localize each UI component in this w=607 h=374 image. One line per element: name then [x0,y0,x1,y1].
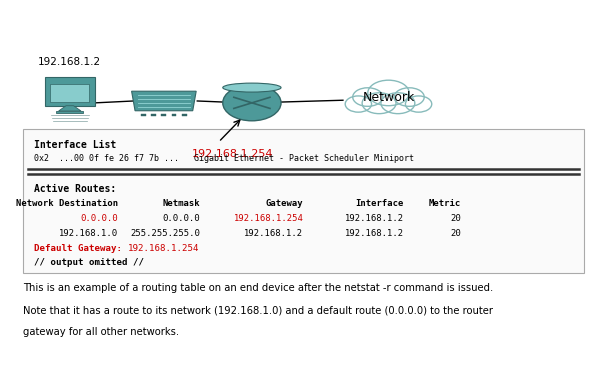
FancyBboxPatch shape [23,129,584,273]
Text: Interface List: Interface List [34,140,117,150]
Circle shape [223,85,281,121]
Polygon shape [56,111,84,113]
Polygon shape [132,91,196,111]
Text: Network: Network [362,91,415,104]
Text: Active Routes:: Active Routes: [34,184,117,194]
Circle shape [381,93,415,114]
Text: Network Destination: Network Destination [16,199,118,208]
Bar [141,114,146,116]
Text: This is an example of a routing table on an end device after the netstat -r comm: This is an example of a routing table on… [23,283,493,294]
Text: 20: 20 [450,214,461,223]
Text: Note that it has a route to its network (192.168.1.0) and a default route (0.0.0: Note that it has a route to its network … [23,305,493,315]
Circle shape [394,88,424,106]
Text: 192.168.1.2: 192.168.1.2 [345,214,404,223]
Text: Default Gateway:: Default Gateway: [34,244,122,253]
Bar [181,114,186,116]
Bar [151,114,156,116]
Text: 192.168.1.254: 192.168.1.254 [128,244,200,253]
Text: 0.0.0.0: 0.0.0.0 [81,214,118,223]
Text: 20: 20 [450,229,461,238]
Circle shape [362,93,396,114]
Text: 192.168.1.0: 192.168.1.0 [59,229,118,238]
Circle shape [368,80,409,106]
Text: 0.0.0.0: 0.0.0.0 [163,214,200,223]
Circle shape [353,88,383,106]
Text: // output omitted //: // output omitted // [34,258,144,267]
Text: 192.168.1.254: 192.168.1.254 [234,214,304,223]
Bar [172,114,177,116]
FancyBboxPatch shape [45,77,95,106]
Text: Gateway: Gateway [266,199,304,208]
Text: 192.168.1.2: 192.168.1.2 [38,57,101,67]
Text: Netmask: Netmask [163,199,200,208]
Text: 192.168.1.2: 192.168.1.2 [345,229,404,238]
Ellipse shape [223,83,281,92]
Circle shape [345,96,371,112]
Polygon shape [59,106,81,111]
FancyBboxPatch shape [50,84,89,102]
Text: 0x2  ...00 0f fe 26 f7 7b ...   Gigabit Ethernet - Packet Scheduler Miniport: 0x2 ...00 0f fe 26 f7 7b ... Gigabit Eth… [34,154,414,163]
Text: 255.255.255.0: 255.255.255.0 [131,229,200,238]
Text: 192.168.1.254: 192.168.1.254 [191,149,273,159]
Bar [161,114,166,116]
Text: 192.168.1.2: 192.168.1.2 [245,229,304,238]
Circle shape [405,96,432,112]
Text: gateway for all other networks.: gateway for all other networks. [23,327,179,337]
Text: Interface: Interface [355,199,404,208]
Text: Metric: Metric [429,199,461,208]
